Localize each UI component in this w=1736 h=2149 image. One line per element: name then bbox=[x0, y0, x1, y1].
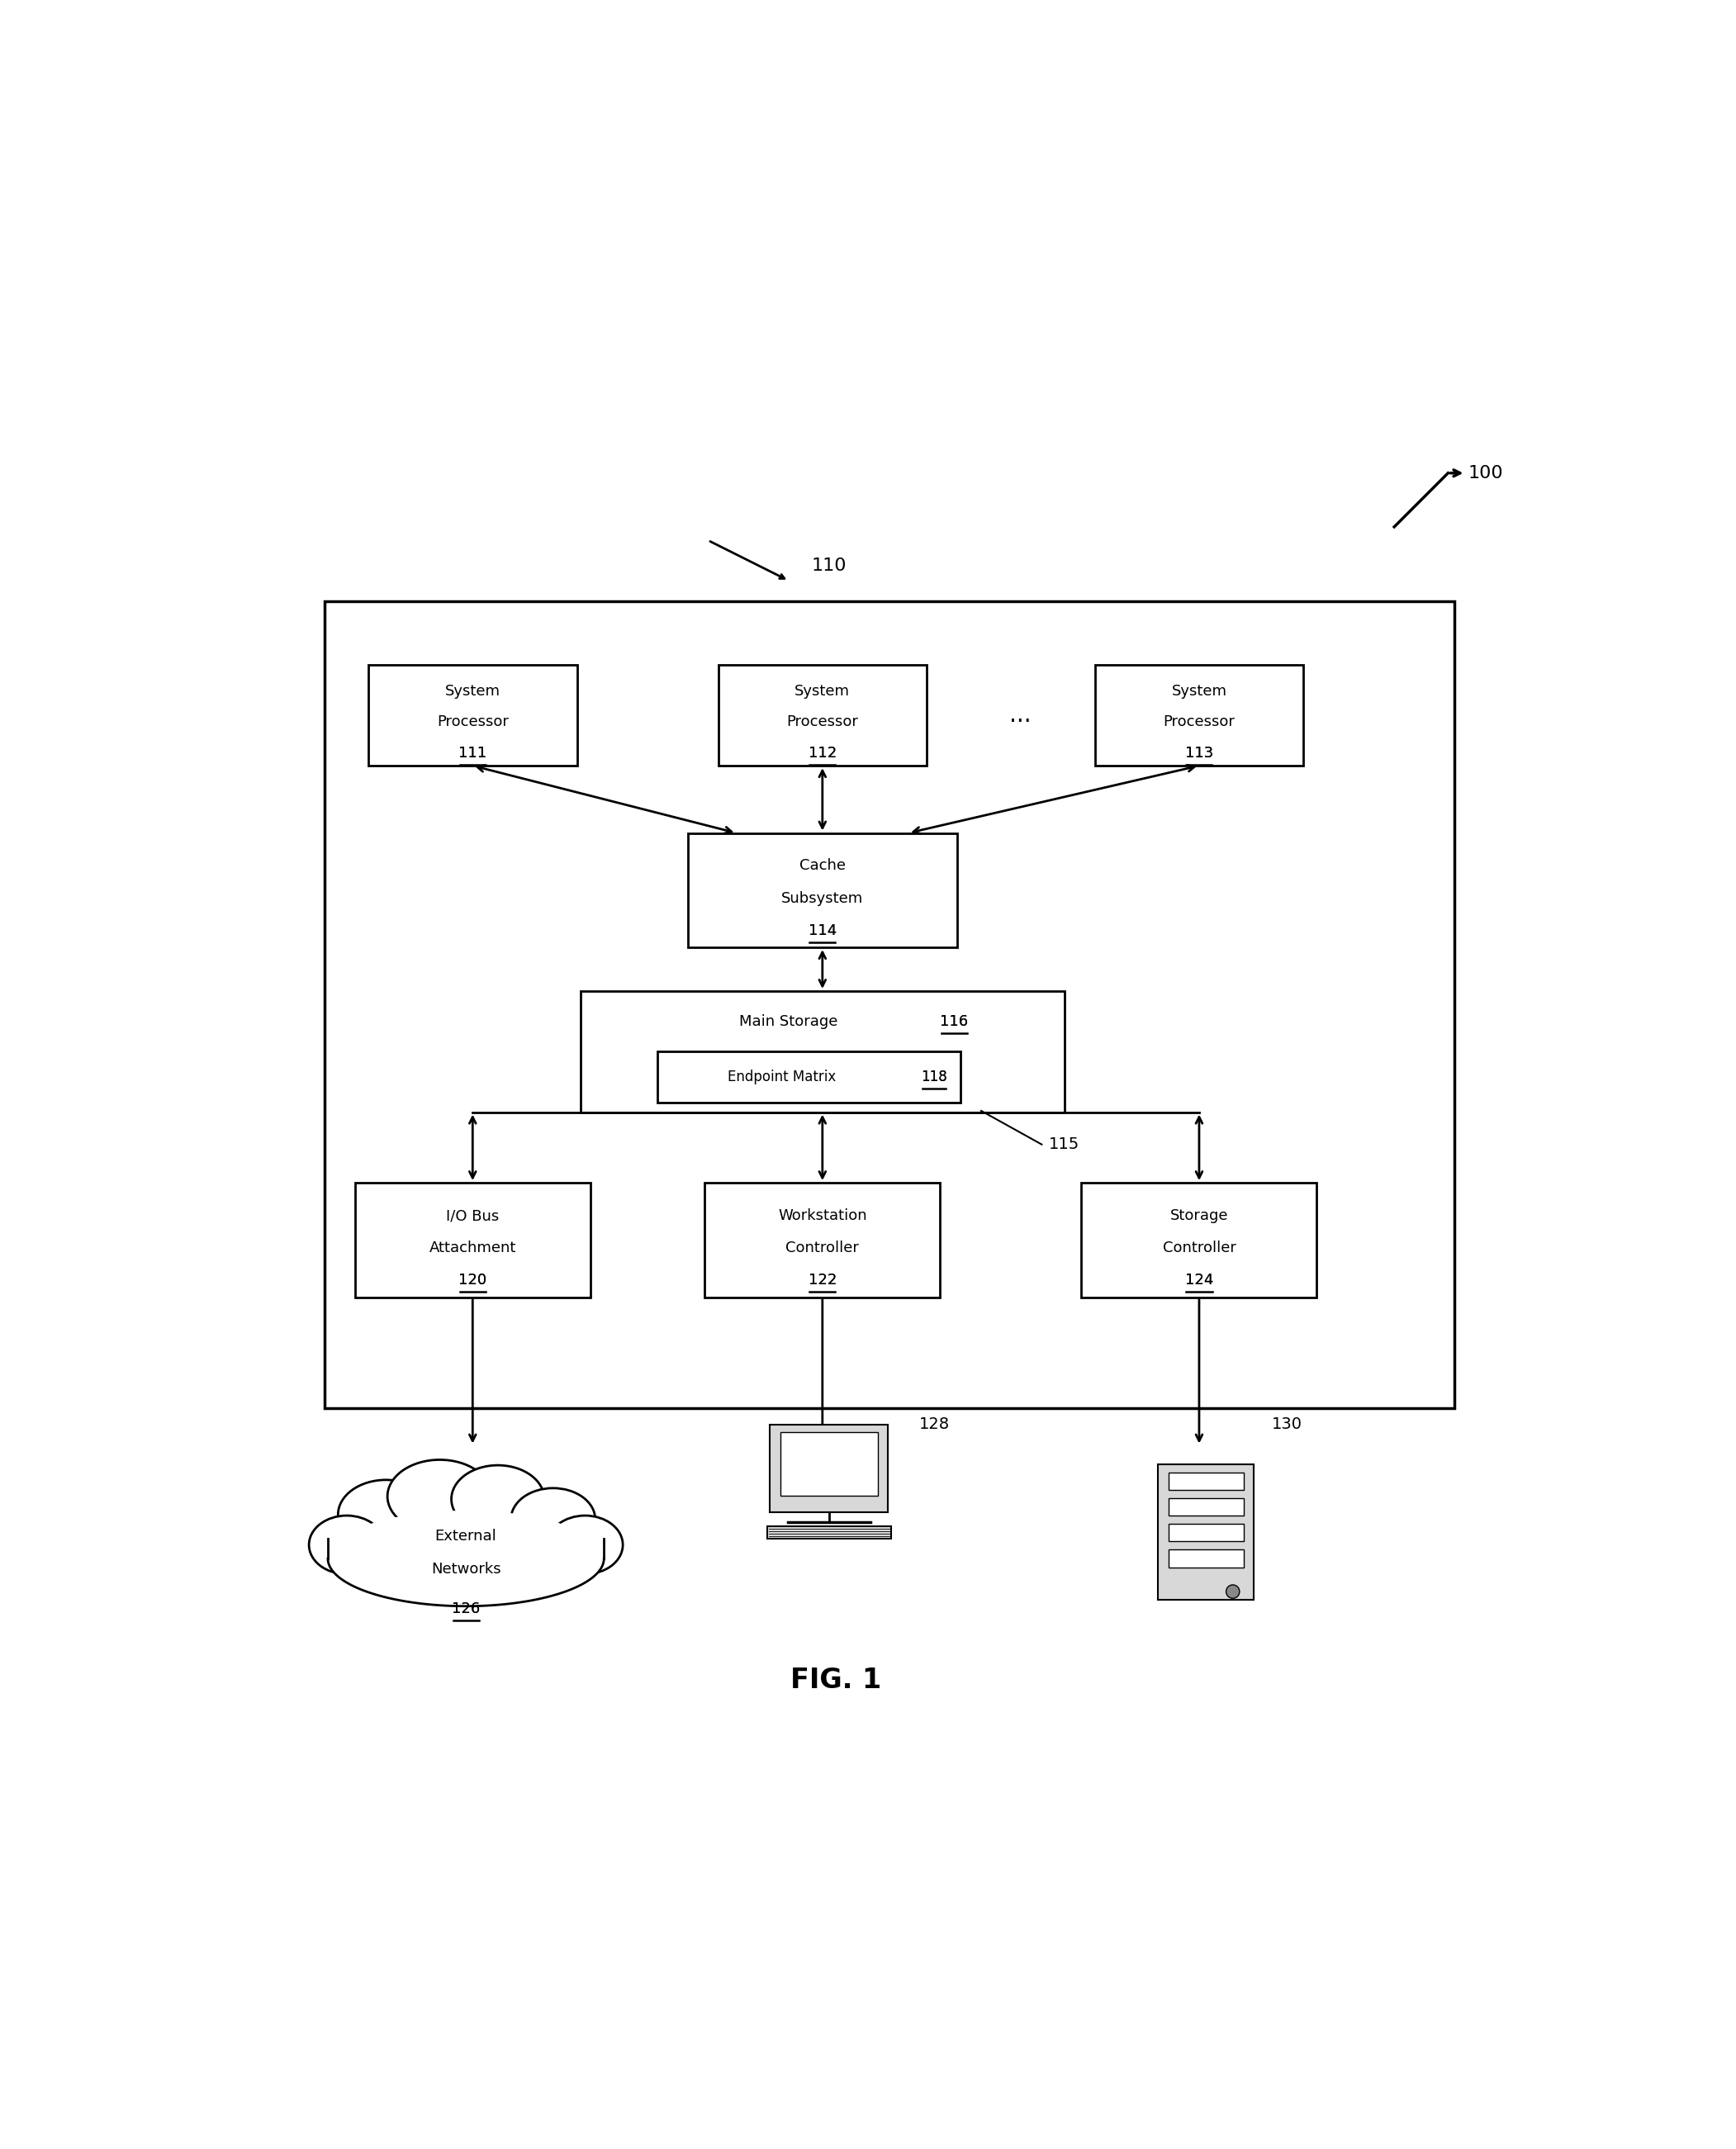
Text: 110: 110 bbox=[812, 557, 847, 574]
Text: Endpoint Matrix: Endpoint Matrix bbox=[727, 1070, 837, 1085]
Text: 113: 113 bbox=[1186, 746, 1213, 761]
FancyBboxPatch shape bbox=[1168, 1549, 1243, 1567]
Text: Processor: Processor bbox=[437, 716, 509, 729]
Text: Subsystem: Subsystem bbox=[781, 892, 863, 905]
FancyBboxPatch shape bbox=[719, 664, 927, 765]
Text: 118: 118 bbox=[922, 1070, 948, 1085]
Text: 116: 116 bbox=[941, 1014, 969, 1029]
FancyBboxPatch shape bbox=[368, 664, 576, 765]
Text: 114: 114 bbox=[809, 924, 837, 937]
Text: System: System bbox=[444, 683, 500, 698]
FancyBboxPatch shape bbox=[580, 991, 1064, 1113]
Text: 116: 116 bbox=[941, 1014, 969, 1029]
FancyBboxPatch shape bbox=[705, 1182, 941, 1298]
Text: 120: 120 bbox=[458, 1272, 486, 1287]
Text: 126: 126 bbox=[451, 1601, 481, 1616]
Ellipse shape bbox=[510, 1487, 595, 1549]
Text: Attachment: Attachment bbox=[429, 1240, 516, 1255]
Ellipse shape bbox=[547, 1515, 623, 1573]
Text: 124: 124 bbox=[1186, 1272, 1213, 1287]
Text: 120: 120 bbox=[458, 1272, 486, 1287]
Text: 111: 111 bbox=[458, 746, 486, 761]
Ellipse shape bbox=[451, 1466, 545, 1532]
Text: Processor: Processor bbox=[1163, 716, 1234, 729]
FancyBboxPatch shape bbox=[1168, 1524, 1243, 1541]
FancyBboxPatch shape bbox=[767, 1526, 891, 1539]
FancyBboxPatch shape bbox=[325, 602, 1455, 1408]
Text: 118: 118 bbox=[922, 1070, 948, 1085]
Text: 100: 100 bbox=[1469, 464, 1503, 481]
Text: Storage: Storage bbox=[1170, 1208, 1229, 1223]
Text: Controller: Controller bbox=[786, 1240, 859, 1255]
Text: Workstation: Workstation bbox=[778, 1208, 866, 1223]
Text: 128: 128 bbox=[920, 1416, 950, 1431]
Ellipse shape bbox=[335, 1504, 597, 1605]
Text: Main Storage: Main Storage bbox=[740, 1014, 838, 1029]
Text: ...: ... bbox=[1009, 703, 1031, 726]
FancyBboxPatch shape bbox=[687, 834, 957, 948]
Text: 130: 130 bbox=[1272, 1416, 1302, 1431]
FancyBboxPatch shape bbox=[781, 1433, 878, 1496]
Text: 111: 111 bbox=[458, 746, 486, 761]
Text: 112: 112 bbox=[809, 746, 837, 761]
Text: 114: 114 bbox=[809, 924, 837, 937]
FancyBboxPatch shape bbox=[354, 1182, 590, 1298]
Ellipse shape bbox=[309, 1515, 385, 1573]
Text: FIG. 1: FIG. 1 bbox=[790, 1665, 882, 1693]
Text: 113: 113 bbox=[1186, 746, 1213, 761]
FancyBboxPatch shape bbox=[1082, 1182, 1318, 1298]
FancyBboxPatch shape bbox=[658, 1051, 960, 1102]
Text: Processor: Processor bbox=[786, 716, 858, 729]
Text: 115: 115 bbox=[1049, 1137, 1080, 1152]
Text: 112: 112 bbox=[809, 746, 837, 761]
FancyBboxPatch shape bbox=[1158, 1463, 1253, 1599]
FancyBboxPatch shape bbox=[771, 1425, 889, 1513]
Text: Controller: Controller bbox=[1163, 1240, 1236, 1255]
Text: System: System bbox=[795, 683, 851, 698]
Circle shape bbox=[1226, 1584, 1240, 1599]
Text: I/O Bus: I/O Bus bbox=[446, 1208, 500, 1223]
Text: System: System bbox=[1172, 683, 1227, 698]
Ellipse shape bbox=[387, 1459, 491, 1532]
Ellipse shape bbox=[328, 1511, 604, 1607]
Text: 124: 124 bbox=[1186, 1272, 1213, 1287]
Text: Cache: Cache bbox=[799, 857, 845, 872]
Text: 126: 126 bbox=[451, 1601, 481, 1616]
Text: Networks: Networks bbox=[431, 1562, 502, 1577]
FancyBboxPatch shape bbox=[1168, 1498, 1243, 1515]
Text: 122: 122 bbox=[809, 1272, 837, 1287]
Text: 122: 122 bbox=[809, 1272, 837, 1287]
FancyBboxPatch shape bbox=[1168, 1472, 1243, 1489]
Text: External: External bbox=[436, 1528, 496, 1543]
Ellipse shape bbox=[339, 1481, 434, 1549]
FancyBboxPatch shape bbox=[1095, 664, 1304, 765]
